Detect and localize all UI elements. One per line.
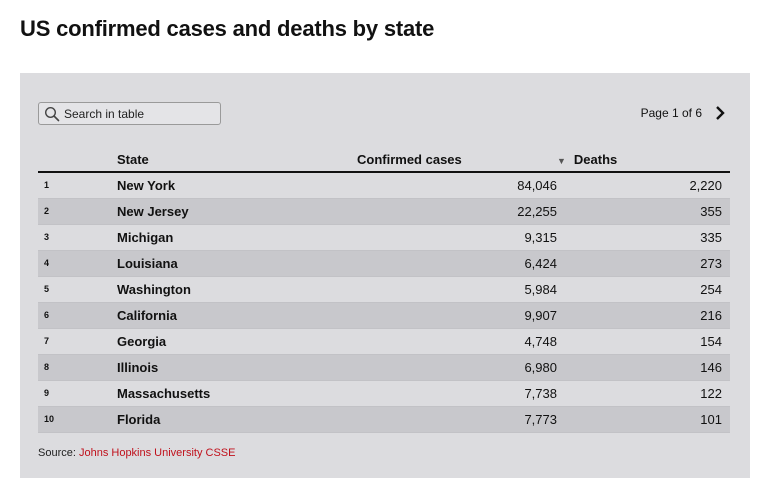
cell-rank: 1 <box>38 172 117 199</box>
table-row: 10 Florida 7,773 101 <box>38 406 730 433</box>
cell-state: Illinois <box>117 354 357 381</box>
page-title: US confirmed cases and deaths by state <box>20 16 435 41</box>
cell-cases: 84,046 <box>357 172 557 199</box>
cell-rank: 9 <box>38 380 117 407</box>
cell-cases: 6,980 <box>357 354 557 381</box>
cell-deaths: 122 <box>557 380 730 407</box>
cell-cases: 6,424 <box>357 250 557 277</box>
table-panel: Page 1 of 6 State Confirmed cases ▼ Death… <box>20 73 750 478</box>
cell-deaths: 2,220 <box>557 172 730 199</box>
cell-state: Georgia <box>117 328 357 355</box>
table-header-row: State Confirmed cases ▼ Deaths <box>38 147 730 173</box>
table-row: 8 Illinois 6,980 146 <box>38 354 730 381</box>
cell-rank: 5 <box>38 276 117 303</box>
cell-state: New Jersey <box>117 198 357 225</box>
cell-rank: 3 <box>38 224 117 251</box>
pagination: Page 1 of 6 <box>641 105 728 121</box>
cell-cases: 9,315 <box>357 224 557 251</box>
table-row: 7 Georgia 4,748 154 <box>38 328 730 355</box>
column-header-rank <box>38 147 117 173</box>
cell-state: Florida <box>117 406 357 433</box>
cell-rank: 4 <box>38 250 117 277</box>
cell-cases: 7,773 <box>357 406 557 433</box>
cell-deaths: 216 <box>557 302 730 329</box>
table-row: 6 California 9,907 216 <box>38 302 730 329</box>
cell-rank: 6 <box>38 302 117 329</box>
table-row: 1 New York 84,046 2,220 <box>38 172 730 199</box>
column-header-deaths-label: Deaths <box>573 151 618 167</box>
cell-state: Massachusetts <box>117 380 357 407</box>
chevron-right-icon[interactable] <box>712 105 728 121</box>
data-table: State Confirmed cases ▼ Deaths 1 New York… <box>38 147 730 433</box>
table-row: 9 Massachusetts 7,738 122 <box>38 380 730 407</box>
cell-state: California <box>117 302 357 329</box>
cell-deaths: 154 <box>557 328 730 355</box>
cell-deaths: 146 <box>557 354 730 381</box>
cell-state: Louisiana <box>117 250 357 277</box>
cell-cases: 9,907 <box>357 302 557 329</box>
source-note: Source: Johns Hopkins University CSSE <box>38 447 235 459</box>
search-input[interactable] <box>64 106 214 121</box>
cell-deaths: 355 <box>557 198 730 225</box>
cell-state: Michigan <box>117 224 357 251</box>
cell-rank: 8 <box>38 354 117 381</box>
cell-rank: 10 <box>38 406 117 433</box>
search-box[interactable] <box>38 102 221 125</box>
cell-deaths: 335 <box>557 224 730 251</box>
column-header-cases[interactable]: Confirmed cases <box>357 147 557 173</box>
table-row: 5 Washington 5,984 254 <box>38 276 730 303</box>
column-header-deaths[interactable]: ▼ Deaths <box>557 147 730 173</box>
cell-cases: 22,255 <box>357 198 557 225</box>
table-row: 3 Michigan 9,315 335 <box>38 224 730 251</box>
cell-deaths: 273 <box>557 250 730 277</box>
sort-desc-icon: ▼ <box>557 155 566 166</box>
source-link[interactable]: Johns Hopkins University CSSE <box>78 447 236 459</box>
table-row: 2 New Jersey 22,255 355 <box>38 198 730 225</box>
search-icon <box>44 106 60 122</box>
column-header-state[interactable]: State <box>117 147 357 173</box>
cell-deaths: 254 <box>557 276 730 303</box>
cell-state: Washington <box>117 276 357 303</box>
cell-cases: 7,738 <box>357 380 557 407</box>
table-row: 4 Louisiana 6,424 273 <box>38 250 730 277</box>
cell-deaths: 101 <box>557 406 730 433</box>
cell-rank: 7 <box>38 328 117 355</box>
cell-cases: 4,748 <box>357 328 557 355</box>
page-indicator: Page 1 of 6 <box>640 106 702 120</box>
cell-state: New York <box>117 172 357 199</box>
cell-rank: 2 <box>38 198 117 225</box>
source-label: Source: <box>38 447 79 459</box>
cell-cases: 5,984 <box>357 276 557 303</box>
